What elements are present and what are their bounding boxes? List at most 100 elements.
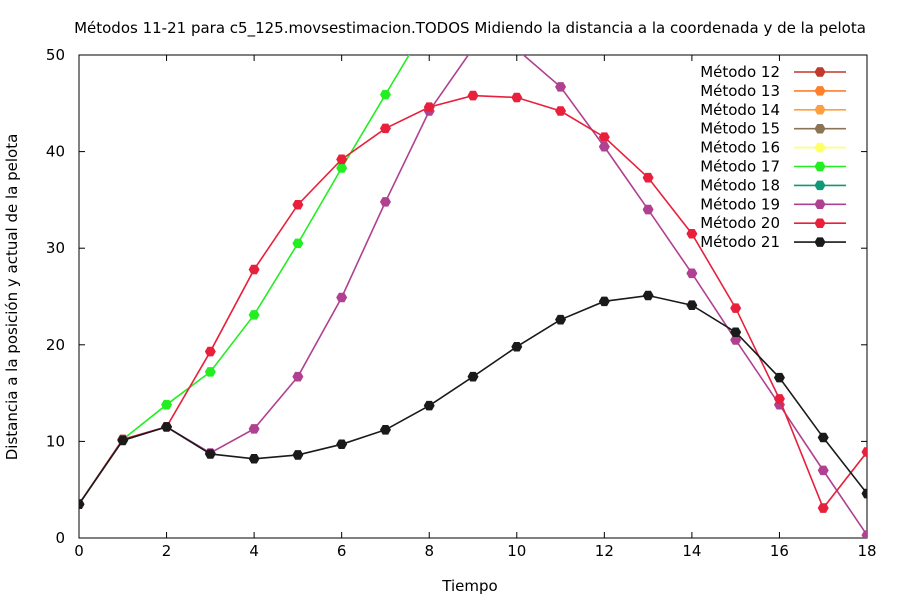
legend-label: Método 17 (700, 158, 780, 176)
series-21 (79, 290, 867, 509)
data-point (861, 530, 867, 538)
data-point (379, 425, 391, 435)
data-point (204, 367, 216, 377)
x-tick-label: 2 (162, 542, 172, 560)
data-point (555, 82, 567, 92)
data-point (292, 450, 304, 460)
data-point (511, 44, 522, 54)
x-tick-label: 14 (682, 542, 701, 560)
data-point (336, 154, 348, 165)
data-point (79, 499, 85, 509)
x-tick-label: 8 (424, 542, 434, 560)
data-point (161, 399, 173, 410)
data-point (292, 238, 304, 249)
data-point (555, 106, 567, 116)
data-point (773, 394, 785, 404)
data-point (642, 172, 654, 183)
legend-label: Método 21 (700, 233, 780, 251)
data-point (379, 89, 391, 100)
data-point (204, 449, 216, 459)
data-point (642, 290, 654, 301)
legend-marker (814, 86, 826, 96)
data-point (730, 327, 742, 338)
data-point (861, 447, 867, 457)
data-point (686, 268, 698, 279)
legend-marker (814, 67, 826, 77)
data-point (467, 90, 479, 101)
legend-label: Método 19 (700, 195, 780, 213)
x-tick-label: 4 (249, 542, 259, 560)
legend-label: Método 15 (700, 120, 780, 138)
legend-label: Método 20 (700, 214, 780, 232)
y-tick-label: 40 (46, 143, 65, 161)
data-point (861, 488, 867, 499)
data-point (161, 422, 173, 432)
x-axis: 0 2 4 6 8 10 12 14 16 18 (74, 55, 877, 560)
data-point (336, 163, 348, 173)
legend-label: Método 12 (700, 63, 780, 81)
data-point (642, 204, 654, 215)
legend-label: Método 14 (700, 101, 780, 119)
y-tick-label: 0 (55, 529, 65, 547)
data-point (817, 432, 829, 443)
legend-marker (814, 218, 826, 228)
data-point (204, 346, 216, 357)
data-point (117, 435, 129, 446)
x-axis-label: Tiempo (441, 577, 497, 595)
legend-marker (814, 180, 826, 191)
data-point (598, 296, 610, 307)
data-point (511, 92, 523, 103)
data-point (248, 424, 260, 434)
plot-frame (78, 54, 868, 539)
data-point (423, 102, 435, 112)
y-tick-label: 50 (46, 46, 65, 64)
data-point (336, 292, 348, 303)
legend-marker (814, 142, 826, 153)
series-line (79, 294, 867, 505)
legend-label: Método 13 (700, 82, 780, 100)
series-layer (79, 43, 867, 538)
y-axis-label: Distancia a la posición y actual de la p… (3, 134, 21, 461)
chart-title: Métodos 11-21 para c5_125.movsestimacion… (74, 19, 866, 38)
data-point (686, 228, 698, 239)
legend-marker (814, 105, 826, 115)
x-tick-label: 18 (857, 542, 876, 560)
y-tick-label: 10 (46, 432, 65, 450)
y-tick-label: 20 (46, 336, 65, 354)
data-point (730, 335, 742, 345)
data-point (686, 300, 698, 310)
x-tick-label: 0 (74, 542, 84, 560)
data-point (468, 43, 479, 53)
legend-marker (814, 123, 826, 134)
x-tick-label: 6 (337, 542, 347, 560)
data-point (598, 142, 610, 152)
data-point (730, 303, 742, 313)
y-axis: 0 10 20 30 40 50 (46, 46, 867, 547)
data-point (379, 123, 391, 134)
y-tick-label: 30 (46, 239, 65, 257)
legend-marker (814, 237, 826, 247)
data-point (248, 264, 260, 275)
data-point (292, 371, 304, 382)
data-point (598, 132, 610, 142)
x-tick-label: 12 (595, 542, 614, 560)
data-point (379, 197, 391, 207)
series-17 (79, 55, 410, 509)
data-point (248, 454, 260, 464)
legend-label: Método 16 (700, 139, 780, 157)
legend-marker (814, 161, 826, 172)
data-point (423, 400, 435, 411)
data-point (773, 372, 785, 383)
data-point (248, 310, 260, 320)
series-20 (79, 90, 867, 513)
data-point (817, 465, 829, 476)
x-tick-label: 10 (507, 542, 526, 560)
data-point (336, 439, 348, 450)
x-tick-label: 16 (770, 542, 789, 560)
legend-label: Método 18 (700, 176, 780, 194)
data-point (467, 371, 479, 382)
data-point (817, 503, 829, 513)
legend-marker (814, 199, 826, 210)
